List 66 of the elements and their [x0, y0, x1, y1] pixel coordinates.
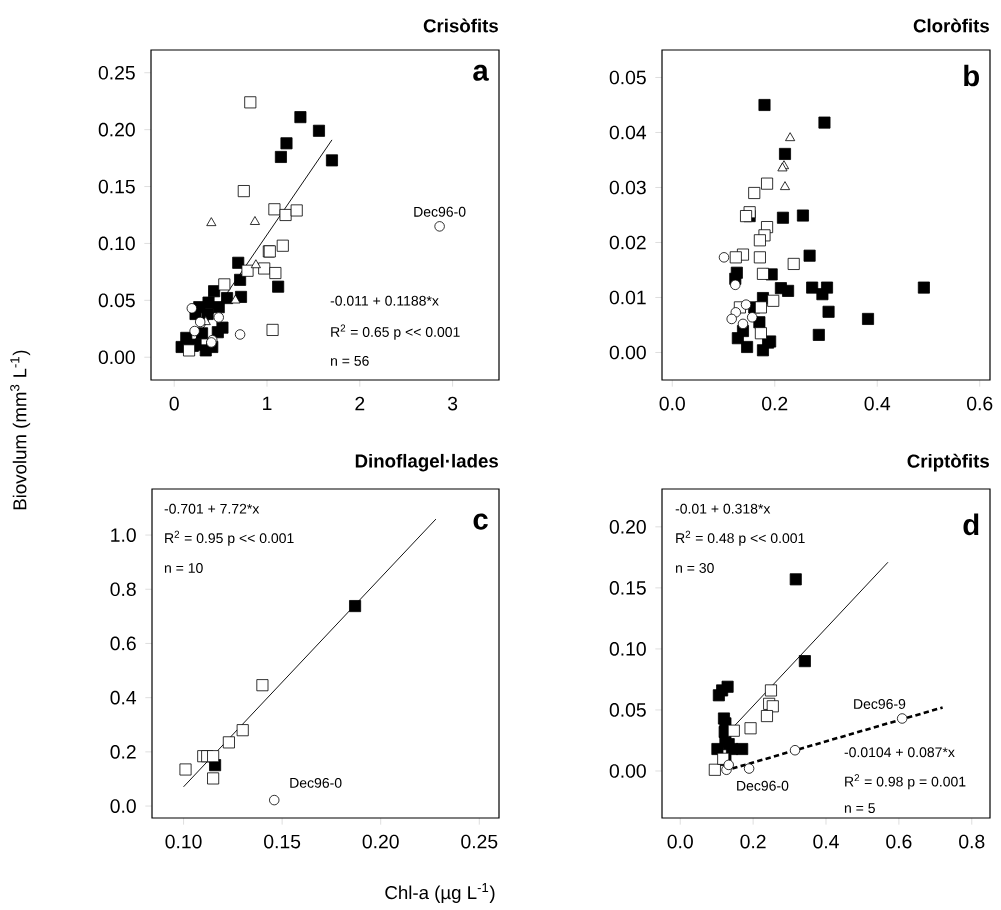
annotation: -0.011 + 0.1188*x: [330, 295, 439, 306]
annotation: n = 56: [331, 355, 369, 366]
annotation: Dec96-0: [737, 780, 789, 791]
y-tick-label: 0.00: [98, 350, 135, 365]
y-tick-label: 0.04: [609, 125, 647, 140]
y-tick-label: 0.6: [110, 636, 136, 651]
chart-title: Crisòfits: [423, 18, 498, 33]
y-tick-label: 0.20: [609, 519, 646, 534]
chart-title: Cloròfits: [913, 18, 989, 33]
annotation: d: [963, 513, 979, 536]
annotation: -0.0104 + 0.087*x: [844, 747, 955, 758]
x-tick-label: 0.8: [959, 834, 985, 849]
x-tick-label: 0.4: [864, 396, 891, 411]
y-tick-label: 1.0: [111, 528, 136, 542]
y-tick-label: 0.10: [98, 236, 135, 251]
x-tick-label: 0.0: [667, 834, 693, 849]
x-axis-title: Chl-a (µg L$^{-1}$): [385, 883, 495, 903]
annotation: n = 30: [676, 563, 714, 573]
y-tick-label: 0.10: [609, 642, 646, 656]
x-tick-label: 0.0: [659, 396, 685, 411]
annotation: n = 5: [844, 803, 875, 814]
x-tick-label: 0.6: [967, 396, 993, 411]
y-axis-title: Biovolum (mm$^{3}$ L$^{-1}$): [10, 350, 31, 510]
y-tick-label: 0.8: [110, 582, 136, 597]
y-tick-label: 0.00: [609, 345, 646, 360]
x-tick-label: 0.2: [762, 396, 788, 411]
y-tick-label: 0.4: [110, 690, 137, 705]
y-tick-label: 0.2: [110, 745, 136, 759]
annotation: n = 10: [164, 563, 203, 573]
annotation: b: [964, 64, 979, 87]
annotation: c: [473, 513, 488, 530]
chart-title: Dinoflagel·lades: [355, 453, 498, 472]
y-tick-label: 0.15: [609, 581, 646, 595]
annotation: R$^{2}$ = 0.48 p << 0.001: [676, 530, 805, 546]
y-tick-label: 0.02: [609, 235, 646, 250]
y-tick-label: 0.15: [98, 179, 135, 194]
x-tick-label: 2: [355, 396, 365, 411]
y-tick-label: 0.0: [110, 799, 136, 813]
x-tick-label: 0.4: [813, 834, 839, 849]
x-tick-label: 0.15: [264, 834, 301, 849]
x-tick-label: 0.25: [461, 834, 498, 849]
annotation: R$^{2}$ = 0.65 p << 0.001: [331, 324, 460, 340]
annotation: Dec96-0: [290, 777, 342, 788]
x-tick-label: 0.2: [740, 834, 766, 849]
annotation: -0.01 + 0.318*x: [675, 503, 771, 514]
x-tick-label: 3: [447, 396, 458, 411]
chart-title: Criptòfits: [907, 453, 989, 472]
y-tick-label: 0.00: [609, 764, 646, 778]
annotation: R$^{2}$ = 0.98 p = 0.001: [845, 774, 966, 790]
annotation: R$^{2}$ = 0.95 p << 0.001: [165, 530, 294, 546]
annotation: -0.701 + 7.72*x: [164, 503, 260, 514]
y-tick-label: 0.05: [609, 703, 646, 717]
x-tick-label: 1: [263, 396, 272, 410]
x-tick-label: 0.10: [165, 834, 202, 849]
y-tick-label: 0.01: [609, 290, 646, 305]
annotation: Dec96-9: [854, 698, 906, 709]
x-tick-label: 0.20: [362, 834, 399, 849]
annotation: Dec96-0: [414, 206, 466, 217]
y-tick-label: 0.03: [609, 180, 646, 195]
x-tick-label: 0.6: [886, 834, 912, 849]
y-tick-label: 0.25: [98, 65, 135, 80]
y-tick-label: 0.05: [609, 70, 646, 85]
y-tick-label: 0.05: [98, 293, 135, 308]
x-tick-label: 0: [169, 396, 179, 411]
y-tick-label: 0.20: [98, 122, 135, 137]
annotation: a: [473, 64, 489, 81]
